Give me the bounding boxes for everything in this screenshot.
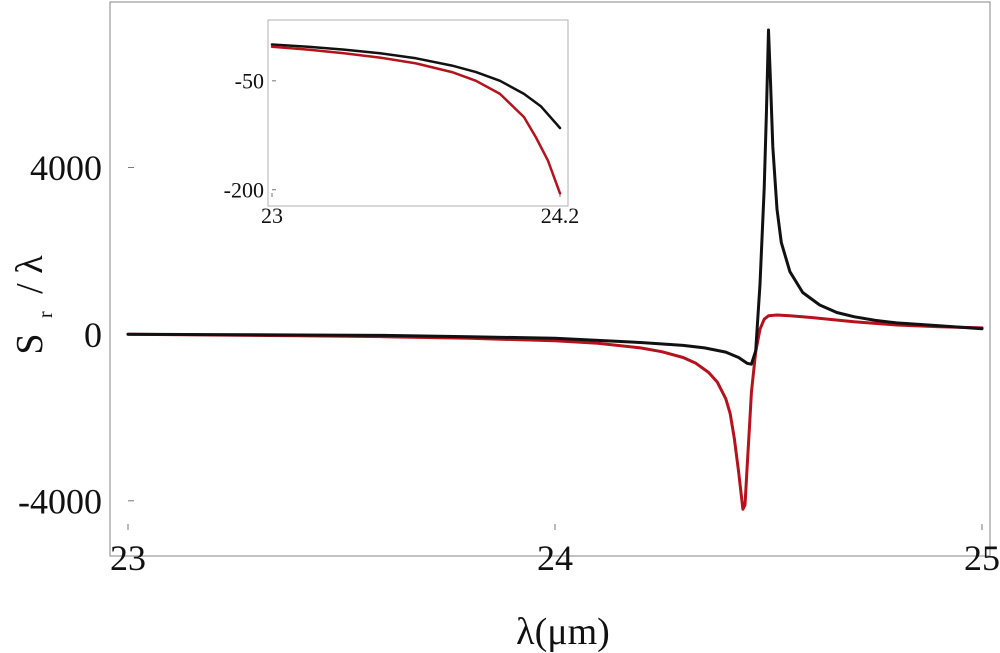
inset-x-tick-label: 24.2 (541, 203, 580, 228)
main-x-axis-ticks: 23 24 25 (110, 524, 1000, 578)
main-plot-frame (109, 1, 991, 557)
y-axis-label-tail: / λ (9, 255, 51, 294)
inset-series-line-1 (270, 43, 562, 130)
main-series-line-2 (126, 28, 984, 366)
x-axis-label: λ(μm) (516, 611, 610, 653)
inset-y-axis-ticks: -50 -200 (224, 69, 276, 202)
main-x-tick-label: 24 (537, 538, 573, 578)
inset-series-line-2 (270, 45, 562, 195)
y-axis-label: S r / λ (9, 255, 61, 355)
main-series-group (126, 28, 984, 511)
inset-x-tick-label: 23 (261, 203, 283, 228)
main-x-tick-label: 23 (110, 538, 146, 578)
inset-x-axis-ticks: 23 24.2 (261, 193, 579, 228)
main-x-tick-label: 25 (964, 538, 1000, 578)
y-axis-label-sub: r (35, 311, 57, 318)
main-y-tick-label: 0 (84, 315, 102, 355)
main-y-axis-ticks: 4000 0 -4000 (18, 148, 134, 521)
main-y-tick-label: -4000 (18, 481, 102, 521)
inset-y-tick-label: -200 (224, 177, 264, 202)
svg-text:S r / λ: S r / λ (9, 255, 61, 355)
main-series-line-1 (126, 313, 984, 511)
main-y-tick-label: 4000 (30, 148, 102, 188)
inset-series-group (270, 43, 562, 195)
inset-y-tick-label: -50 (235, 69, 264, 94)
y-axis-label-main: S (9, 334, 51, 355)
